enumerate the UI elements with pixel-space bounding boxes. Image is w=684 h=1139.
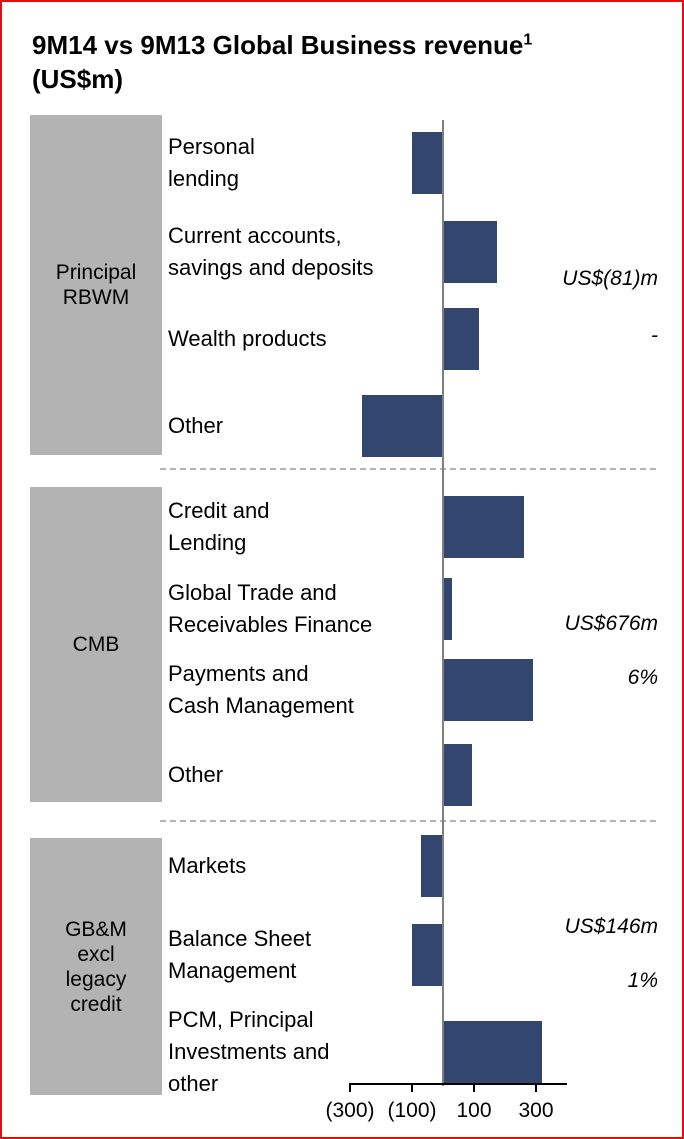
category-label: Credit and Lending <box>168 498 270 555</box>
x-tick-label: (100) <box>387 1099 437 1122</box>
bar <box>443 221 498 283</box>
title-superscript: 1 <box>523 31 533 49</box>
bar <box>443 744 473 806</box>
category-label: Current accounts, savings and deposits <box>168 223 374 280</box>
bar <box>443 659 533 721</box>
group-summary: 1% <box>627 969 658 992</box>
category-label: Balance Sheet Management <box>168 926 312 983</box>
chart-title-line: 9M14 vs 9M13 Global Business revenue1 <box>32 30 532 61</box>
category-label: Payments and Cash Management <box>168 661 354 718</box>
bar <box>412 924 443 986</box>
group-separator <box>160 820 656 822</box>
category-label: Markets <box>168 853 247 878</box>
x-tick <box>411 1083 413 1092</box>
group-summary: 6% <box>627 666 658 689</box>
category-label: Other <box>168 762 224 787</box>
x-tick <box>535 1083 537 1092</box>
bar <box>412 132 443 194</box>
bar <box>421 835 443 897</box>
group-label: Principal RBWM <box>30 115 162 455</box>
category-label: PCM, Principal Investments and other <box>168 1007 330 1096</box>
group-summary: US$146m <box>564 915 658 938</box>
chart-title: 9M14 vs 9M13 Global Business revenue <box>32 30 524 60</box>
x-tick <box>349 1083 351 1092</box>
group-summary: - <box>651 324 658 347</box>
x-tick-label: 300 <box>518 1099 554 1122</box>
group-label: CMB <box>30 487 162 802</box>
chart-subtitle: (US$m) <box>32 64 124 94</box>
category-label: Personal lending <box>168 134 255 191</box>
bar <box>362 395 443 457</box>
bar <box>443 1021 543 1083</box>
x-tick-label: 100 <box>456 1099 492 1122</box>
group-separator <box>160 468 656 470</box>
category-label: Global Trade and Receivables Finance <box>168 580 373 637</box>
x-tick-label: (300) <box>325 1099 375 1122</box>
x-axis-line <box>350 1083 567 1085</box>
group-summary: US$676m <box>564 612 658 635</box>
bar <box>443 496 524 558</box>
category-label: Wealth products <box>168 326 327 351</box>
group-label: GB&M excl legacy credit <box>30 838 162 1095</box>
bar <box>443 308 479 370</box>
zero-line <box>442 120 444 1086</box>
x-tick <box>473 1083 475 1092</box>
category-label: Other <box>168 413 224 438</box>
bar <box>443 578 453 640</box>
group-summary: US$(81)m <box>562 267 658 290</box>
